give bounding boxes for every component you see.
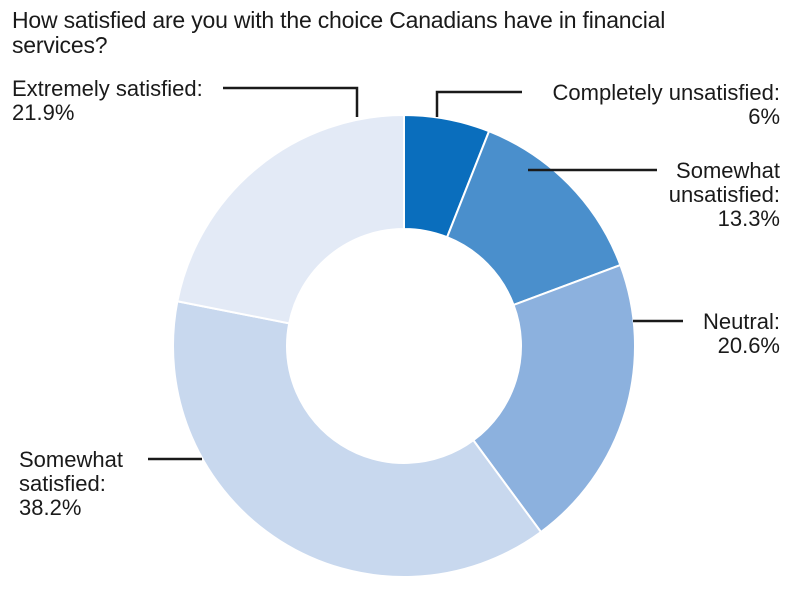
- slice-somewhat-unsatisfied: [445, 129, 622, 307]
- data-label-text: Somewhat: [676, 158, 780, 183]
- data-label-text: satisfied:: [19, 471, 106, 496]
- data-label-value: 6%: [748, 104, 780, 129]
- slice-neutral: [471, 263, 636, 534]
- data-label-value: 13.3%: [718, 206, 780, 231]
- label-completely-unsatisfied: Completely unsatisfied: 6%: [553, 80, 780, 129]
- label-neutral: Neutral: 20.6%: [703, 309, 780, 358]
- label-somewhat-satisfied: Somewhat satisfied: 38.2%: [19, 447, 123, 520]
- data-label-value: 21.9%: [12, 100, 74, 125]
- leader-line-completely-unsatisfied: [435, 90, 522, 117]
- data-label-text: Somewhat: [19, 447, 123, 472]
- leader-line-extremely-satisfied: [223, 86, 359, 117]
- slice-labels: Completely unsatisfied: 6%Somewhat unsatis…: [12, 76, 780, 520]
- data-label-value: 20.6%: [718, 333, 780, 358]
- slice-extremely-satisfied: [176, 113, 405, 325]
- slice-somewhat-satisfied: [172, 300, 543, 578]
- data-label-text: Completely unsatisfied:: [553, 80, 780, 105]
- data-label-text: unsatisfied:: [669, 182, 780, 207]
- data-label-text: Extremely satisfied:: [12, 76, 203, 101]
- donut-slices: [172, 113, 636, 578]
- chart-title: How satisfied are you with the choice Ca…: [12, 7, 666, 58]
- label-extremely-satisfied: Extremely satisfied: 21.9%: [12, 76, 203, 125]
- label-somewhat-unsatisfied: Somewhat unsatisfied: 13.3%: [669, 158, 780, 231]
- label-leader-lines: [148, 86, 683, 461]
- data-label-text: Neutral:: [703, 309, 780, 334]
- data-label-value: 38.2%: [19, 495, 81, 520]
